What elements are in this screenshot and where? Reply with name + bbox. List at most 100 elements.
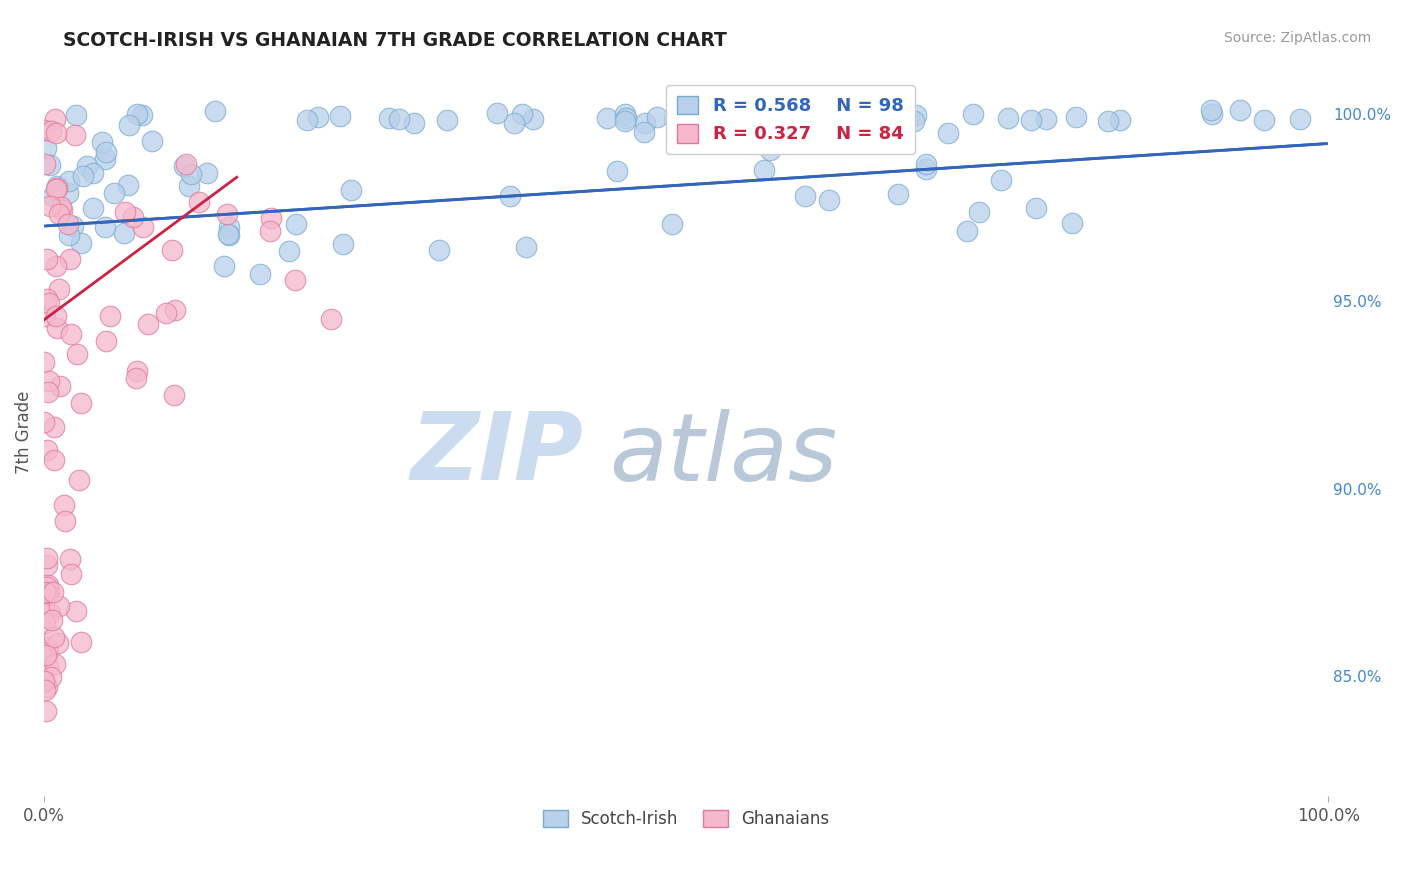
Point	[1019, 112, 1042, 127]
Point	[58, 218, 80, 232]
Point	[131, 108, 153, 122]
Point	[59, 326, 82, 341]
Point	[614, 111, 637, 125]
Point	[969, 205, 991, 219]
Point	[1060, 216, 1083, 230]
Text: SCOTCH-IRISH VS GHANAIAN 7TH GRADE CORRELATION CHART: SCOTCH-IRISH VS GHANAIAN 7TH GRADE CORRE…	[63, 31, 727, 50]
Point	[37, 292, 59, 306]
Point	[768, 115, 790, 129]
Point	[44, 112, 66, 127]
Point	[1229, 103, 1251, 118]
Legend: Scotch-Irish, Ghanaians: Scotch-Irish, Ghanaians	[536, 804, 837, 835]
Point	[634, 116, 657, 130]
Point	[72, 169, 94, 183]
Point	[82, 202, 104, 216]
Point	[63, 128, 86, 143]
Point	[125, 106, 148, 120]
Point	[1253, 113, 1275, 128]
Point	[195, 166, 218, 180]
Point	[112, 226, 135, 240]
Point	[125, 371, 148, 385]
Point	[37, 658, 59, 673]
Point	[91, 135, 114, 149]
Point	[165, 302, 187, 317]
Point	[70, 395, 93, 409]
Point	[32, 123, 55, 137]
Point	[217, 227, 239, 242]
Point	[38, 296, 60, 310]
Point	[34, 415, 56, 429]
Point	[114, 205, 136, 219]
Point	[436, 113, 458, 128]
Point	[596, 111, 619, 125]
Point	[510, 106, 533, 120]
Point	[956, 224, 979, 238]
Point	[260, 211, 283, 226]
Point	[737, 114, 759, 128]
Point	[606, 163, 628, 178]
Text: ZIP: ZIP	[411, 409, 583, 500]
Point	[277, 244, 299, 258]
Point	[515, 240, 537, 254]
Point	[34, 157, 56, 171]
Point	[59, 552, 82, 566]
Point	[38, 584, 60, 599]
Point	[62, 219, 84, 233]
Point	[675, 112, 697, 126]
Point	[724, 104, 747, 119]
Point	[34, 585, 56, 599]
Point	[37, 645, 59, 659]
Point	[1201, 107, 1223, 121]
Point	[46, 636, 69, 650]
Point	[34, 599, 56, 614]
Point	[1201, 103, 1223, 118]
Point	[58, 228, 80, 243]
Point	[887, 187, 910, 202]
Point	[217, 207, 239, 221]
Point	[332, 237, 354, 252]
Point	[187, 194, 209, 209]
Point	[329, 109, 352, 123]
Point	[259, 224, 281, 238]
Point	[378, 112, 401, 126]
Point	[295, 113, 318, 128]
Point	[173, 159, 195, 173]
Point	[818, 193, 841, 207]
Point	[117, 178, 139, 193]
Point	[163, 388, 186, 402]
Point	[42, 420, 65, 434]
Point	[34, 309, 56, 323]
Point	[37, 640, 59, 655]
Point	[48, 207, 70, 221]
Point	[503, 116, 526, 130]
Point	[284, 273, 307, 287]
Point	[65, 604, 87, 618]
Point	[914, 161, 936, 176]
Point	[48, 282, 70, 296]
Point	[633, 125, 655, 139]
Point	[67, 473, 90, 487]
Point	[204, 103, 226, 118]
Point	[45, 126, 67, 140]
Point	[41, 670, 63, 684]
Point	[35, 580, 58, 594]
Point	[32, 674, 55, 689]
Point	[614, 114, 637, 128]
Point	[427, 243, 450, 257]
Point	[76, 159, 98, 173]
Point	[177, 178, 200, 193]
Point	[103, 186, 125, 200]
Point	[997, 111, 1019, 125]
Point	[51, 202, 73, 217]
Point	[613, 107, 636, 121]
Point	[45, 179, 67, 194]
Point	[38, 374, 60, 388]
Point	[1064, 110, 1087, 124]
Point	[141, 134, 163, 148]
Text: atlas: atlas	[609, 409, 838, 500]
Point	[82, 166, 104, 180]
Point	[125, 364, 148, 378]
Point	[37, 578, 59, 592]
Point	[1109, 112, 1132, 127]
Point	[804, 117, 827, 131]
